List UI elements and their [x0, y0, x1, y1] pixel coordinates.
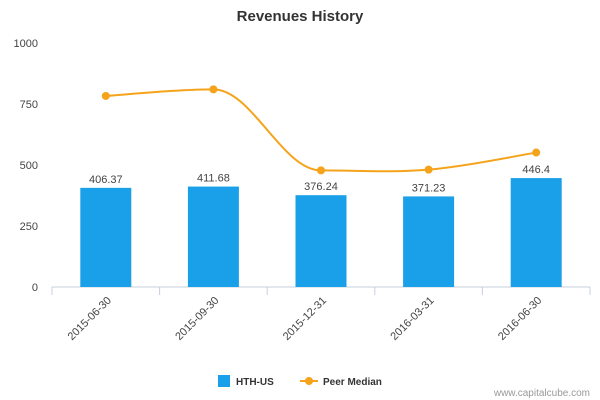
bar[interactable] [187, 186, 239, 287]
y-tick-label: 250 [20, 221, 38, 233]
y-tick-label: 500 [20, 160, 38, 172]
peer-median-point[interactable] [532, 148, 541, 157]
legend-label-peer-median: Peer Median [323, 377, 382, 388]
legend-swatch-hth [218, 375, 230, 387]
legend-item-hth[interactable]: HTH-US [218, 375, 274, 388]
x-tick-label: 2015-12-31 [281, 295, 329, 343]
bar-data-labels: 406.37 411.68 376.24 371.23 446.4 [89, 164, 550, 194]
x-tick-label: 2016-03-31 [388, 295, 436, 343]
bar-series-hth [80, 178, 562, 287]
y-tick-label: 1000 [14, 38, 38, 50]
x-tick-label: 2015-09-30 [173, 295, 221, 343]
bar[interactable] [510, 178, 562, 287]
bar-data-label: 411.68 [197, 173, 230, 185]
legend-marker-peer-median [305, 377, 313, 385]
x-axis: 2015-06-30 2015-09-30 2015-12-31 2016-03-31… [51, 286, 591, 343]
y-tick-label: 750 [20, 99, 38, 111]
y-axis: 0 250 500 750 1000 [14, 38, 38, 294]
bar-data-label: 406.37 [89, 174, 123, 186]
peer-median-point[interactable] [424, 165, 433, 174]
chart-title: Revenues History [237, 8, 364, 25]
bar-data-label: 446.4 [522, 164, 550, 176]
watermark: www.capitalcube.com [493, 388, 590, 399]
legend: HTH-US Peer Median [218, 375, 382, 388]
bar[interactable] [80, 187, 132, 287]
bar[interactable] [403, 196, 455, 287]
bar[interactable] [295, 195, 347, 287]
peer-median-point[interactable] [209, 85, 218, 94]
bar-data-label: 376.24 [304, 181, 338, 193]
line-series-peer-median [101, 85, 541, 175]
x-tick-label: 2015-06-30 [66, 295, 114, 343]
legend-label-hth: HTH-US [236, 377, 274, 388]
y-tick-label: 0 [32, 282, 38, 294]
peer-median-line [105, 88, 537, 173]
legend-item-peer-median[interactable]: Peer Median [300, 377, 382, 388]
peer-median-point[interactable] [101, 91, 110, 100]
bar-data-label: 371.23 [412, 182, 446, 194]
peer-median-point[interactable] [317, 166, 325, 175]
x-tick-label: 2016-06-30 [496, 295, 544, 343]
